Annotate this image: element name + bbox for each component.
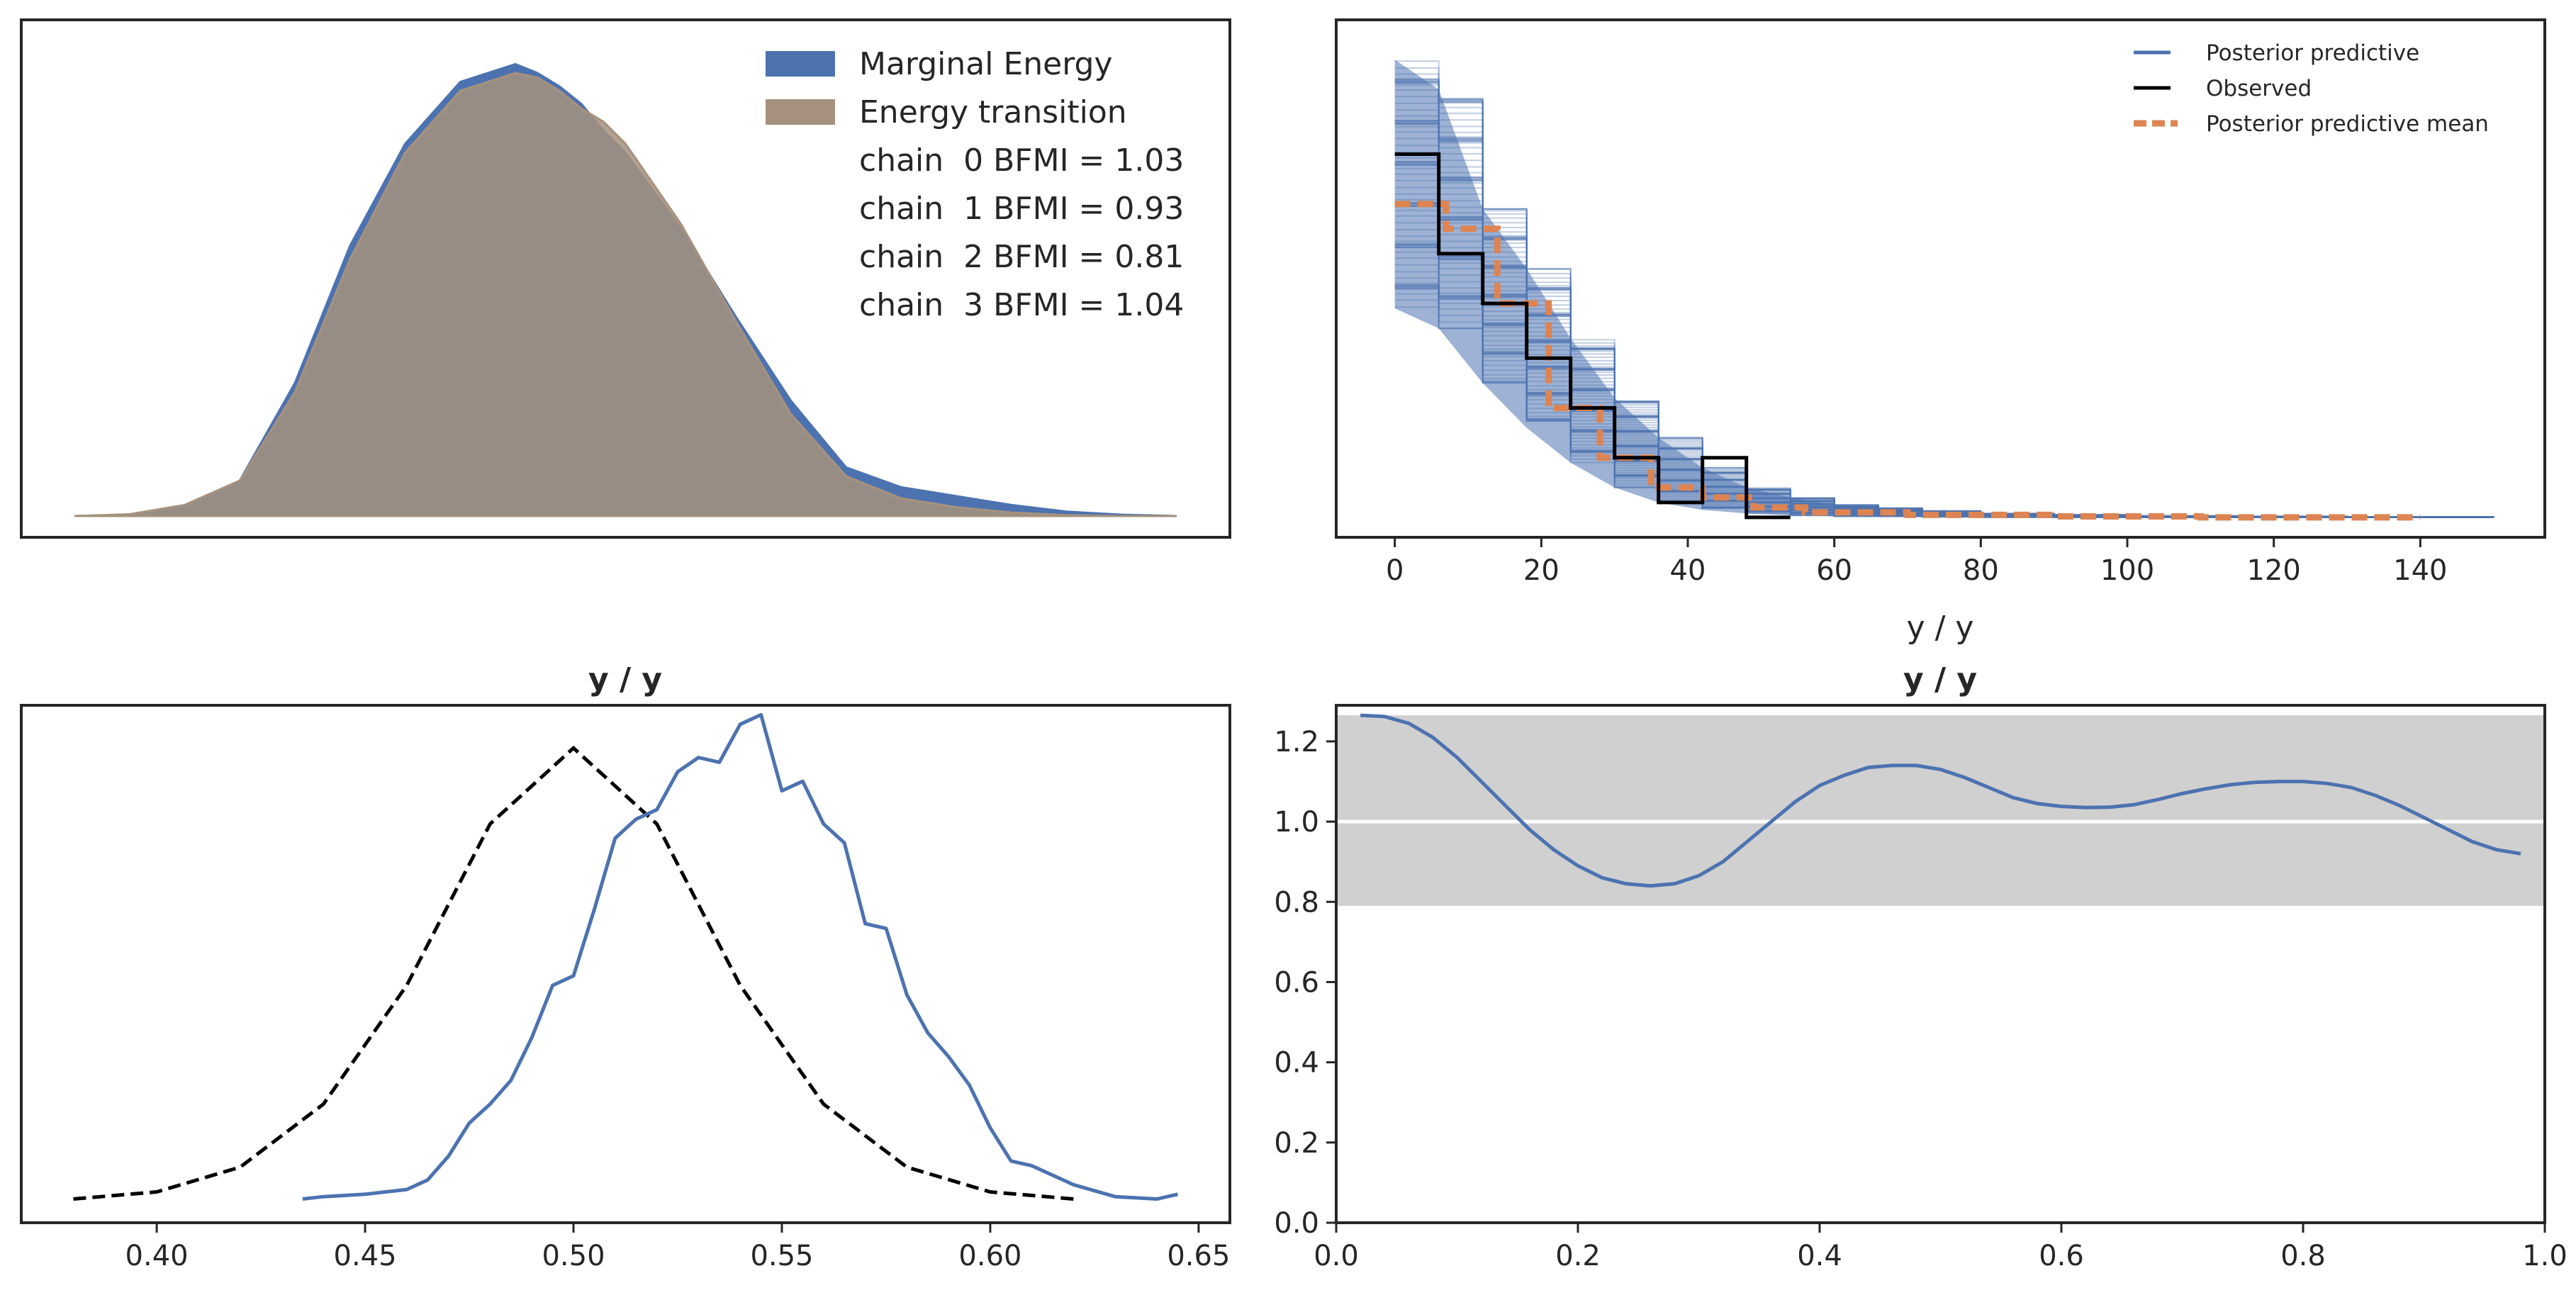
posterior-predictive-draw [1394,123,2494,518]
bpv-u-value-ytick-label: 1.0 [1274,806,1319,839]
ppc-kde-title: y / y [588,661,662,697]
bpv-u-value-ytick-label: 0.4 [1274,1047,1319,1080]
ppc-cumulative-xtick-label: 0 [1386,554,1404,587]
ppc-kde-xtick-label: 0.55 [750,1240,813,1272]
ppc-legend: Posterior predictive Observed Posterior … [2134,40,2489,137]
ppc-cumulative-xtick-label: 20 [1523,554,1559,587]
ppc-kde-xtick-label: 0.50 [542,1240,605,1272]
observed-kde-line [73,745,1074,1201]
u-value-hdi-band [1336,715,2545,906]
bpv-u-value-ytick-label: 0.0 [1274,1207,1319,1240]
posterior-predictive-draw [1394,122,2494,518]
bfmi-chain-2: chain 2 BFMI = 0.81 [859,239,1184,275]
bpv-u-value-xtick-label: 0.8 [2280,1240,2326,1272]
bfmi-chain-3: chain 3 BFMI = 1.04 [859,287,1184,323]
posterior-predictive-draw [1394,122,2494,518]
legend-label-marginal-energy: Marginal Energy [859,46,1113,82]
legend-label-posterior-predictive: Posterior predictive [2206,40,2419,66]
legend-label-posterior-predictive-mean: Posterior predictive mean [2206,111,2489,137]
posterior-predictive-kde-line [302,712,1179,1201]
energy-plot-panel: Marginal Energy Energy transition chain … [20,18,1231,539]
legend-label-energy-transition: Energy transition [859,94,1127,130]
bpv-u-value-xtick-label: 0.4 [1797,1240,1842,1272]
legend-label-observed: Observed [2206,76,2312,101]
bpv-u-value-xtick-label: 0.0 [1314,1240,1359,1272]
posterior-predictive-draw [1394,122,2494,518]
ppc-kde-xtick-label: 0.60 [958,1240,1021,1272]
ppc-cumulative-xtick-label: 120 [2246,554,2300,587]
ppc-cumulative-xtick-label: 140 [2393,554,2447,587]
bpv-u-value-ytick-label: 0.2 [1274,1127,1319,1160]
bpv-u-value-ytick-label: 0.8 [1274,886,1319,919]
bpv-u-value-ytick-label: 0.6 [1274,966,1319,999]
energy-legend: Marginal Energy Energy transition chain … [766,46,1184,323]
posterior-predictive-draw [1394,96,2494,518]
ppc-cumulative-panel: 0 20 40 60 80 100 120 140 y / y Posterior predi… [1335,18,2546,646]
ppc-cumulative-xtick-label: 100 [2100,554,2154,587]
bpv-u-value-panel: y / y 0.0 0.2 0.4 0.6 0.8 1.0 0.0 0.2 0.4 0.6 0.8 1… [1274,661,2567,1272]
observed-line [1394,152,1791,520]
bpv-u-value-ytick-label: 1.2 [1274,726,1319,758]
ppc-cumulative-xtick-label: 80 [1963,554,1999,587]
ppc-kde-xtick-label: 0.45 [334,1240,397,1272]
energy-plot-frame [20,18,1231,539]
ppc-cumulative-xtick-label: 40 [1670,554,1706,587]
ppc-kde-panel: y / y 0.40 0.45 0.50 0.55 0.60 0.65 [20,661,1231,1272]
ppc-kde-xtick-label: 0.65 [1167,1240,1230,1272]
ppc-cumulative-frame [1335,18,2546,539]
ppc-kde-frame [20,704,1231,1224]
bpv-u-value-xtick-label: 1.0 [2522,1240,2567,1272]
bfmi-chain-1: chain 1 BFMI = 0.93 [859,191,1184,227]
ppc-cumulative-xtick-label: 60 [1816,554,1852,587]
energy-transition-area [74,72,1177,517]
posterior-predictive-draw [1394,102,2494,518]
bpv-u-value-title: y / y [1903,661,1977,697]
legend-swatch-energy-transition [766,99,835,125]
bpv-u-value-frame [1335,704,2546,1224]
bpv-u-value-xtick-label: 0.6 [2039,1240,2084,1272]
u-value-kde-line [1360,713,2521,888]
bfmi-chain-0: chain 0 BFMI = 1.03 [859,142,1184,179]
legend-swatch-marginal-energy [766,51,835,77]
ppc-cumulative-xlabel: y / y [1907,610,1974,646]
bpv-u-value-xtick-label: 0.2 [1555,1240,1601,1272]
ppc-kde-xtick-label: 0.40 [125,1240,189,1272]
